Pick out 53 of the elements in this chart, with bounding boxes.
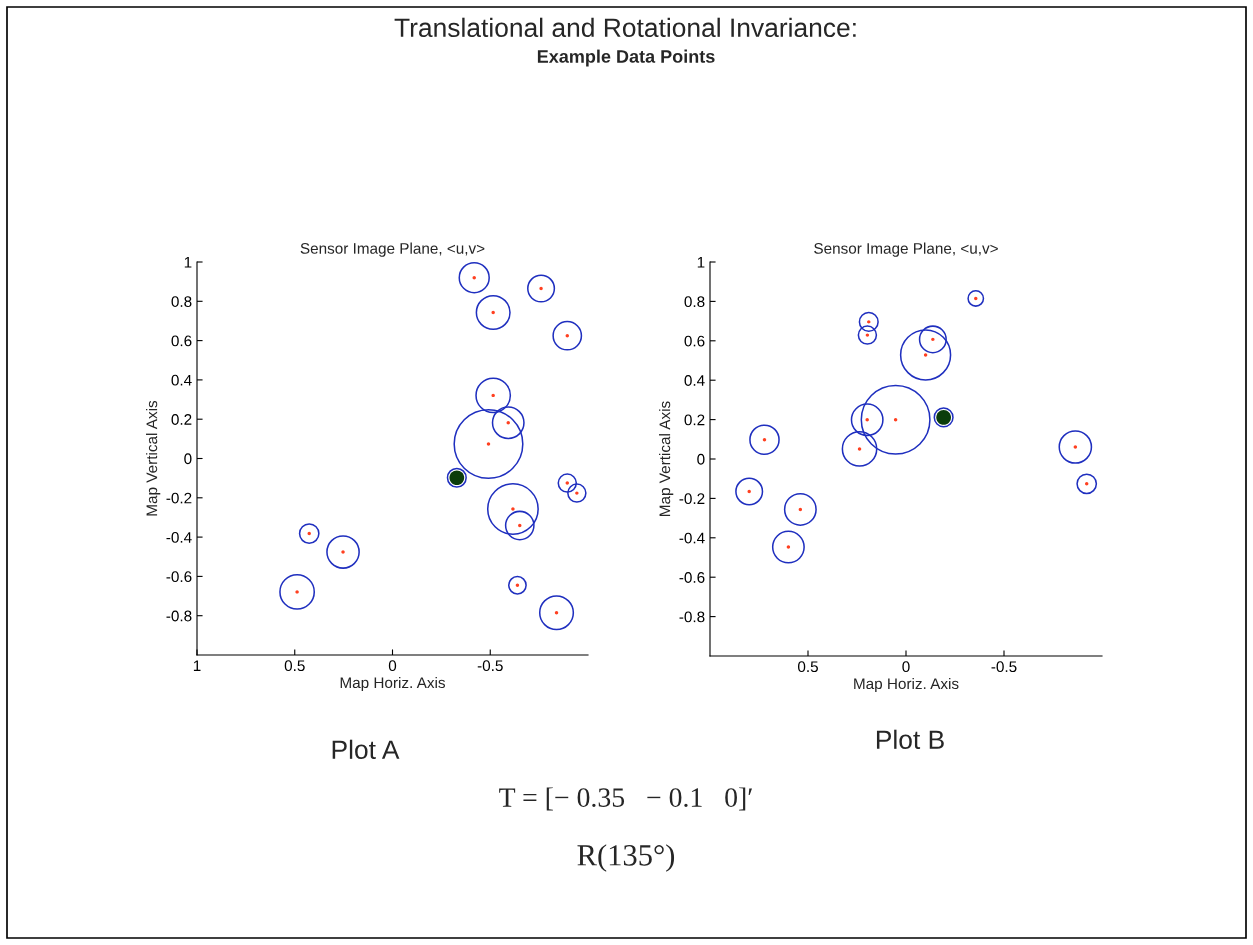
y-tick-label: 0.6 <box>684 335 705 347</box>
y-tick-label: -0.6 <box>166 571 192 583</box>
x-tick-label: 0 <box>388 660 397 672</box>
y-tick-label: -0.4 <box>679 532 705 544</box>
y-tick-label: 0.6 <box>171 335 192 347</box>
text: Example Data Points <box>537 49 715 67</box>
point <box>341 550 345 554</box>
point <box>762 437 767 442</box>
y-tick-label: 1 <box>184 257 192 268</box>
x-tick-label: -0.5 <box>991 661 1017 673</box>
text: T = [− 0.35 − 0.1 0]′ <box>499 787 752 811</box>
point <box>867 320 871 324</box>
point <box>491 310 495 315</box>
point <box>511 507 515 511</box>
chart-title: Sensor Image Plane, <u,v> <box>300 242 485 257</box>
y-tick-label: 0.2 <box>171 414 192 425</box>
x-tick-label: 0.5 <box>284 660 305 672</box>
x-tick-label: 1 <box>193 660 201 671</box>
y-tick-label: 0 <box>184 453 192 465</box>
y-tick-label: -0.8 <box>166 610 192 622</box>
point <box>295 590 299 594</box>
x-tick-label: -0.5 <box>477 660 503 672</box>
point <box>798 507 803 512</box>
x-axis-title: Map Horiz. Axis <box>340 676 446 692</box>
y-tick-label: 0.8 <box>684 296 705 308</box>
y-tick-label: 0.8 <box>171 296 192 307</box>
text: Plot A <box>332 739 400 760</box>
y-tick-label: 0 <box>697 453 705 465</box>
point <box>931 337 935 342</box>
point <box>565 481 569 485</box>
text: Translational and Rotational Invariance: <box>394 17 856 38</box>
y-tick-label: -0.6 <box>679 572 705 583</box>
text: R(135°) <box>577 844 675 872</box>
y-tick-label: 1 <box>697 257 705 268</box>
x-tick-label: 0 <box>902 661 910 673</box>
point <box>554 611 559 615</box>
y-tick-label: 0.4 <box>171 374 192 386</box>
y-tick-label: -0.2 <box>166 492 192 504</box>
y-tick-label: -0.4 <box>166 531 192 543</box>
x-axis-title: Map Horiz. Axis <box>854 677 959 693</box>
point <box>491 393 495 398</box>
point <box>747 489 751 494</box>
y-tick-label: 0.2 <box>684 414 705 426</box>
y-tick-label: -0.2 <box>679 493 705 505</box>
text: Plot B <box>876 729 944 750</box>
y-tick-label: -0.8 <box>679 611 705 623</box>
y-axis-title: Map Vertical Axis <box>146 400 161 516</box>
y-axis-title: Map Vertical Axis <box>659 401 674 516</box>
x-tick-label: 0.5 <box>797 661 818 673</box>
chart-title: Sensor Image Plane, <u,v> <box>814 242 998 257</box>
point <box>575 491 579 495</box>
point <box>518 523 522 528</box>
y-tick-label: 0.4 <box>684 375 705 386</box>
